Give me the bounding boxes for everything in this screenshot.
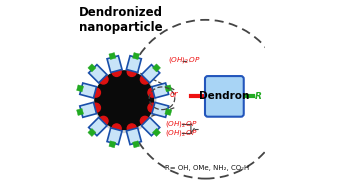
Circle shape — [91, 88, 101, 97]
Polygon shape — [165, 85, 172, 92]
Polygon shape — [77, 108, 84, 115]
Polygon shape — [80, 83, 97, 98]
Polygon shape — [88, 64, 96, 72]
Polygon shape — [142, 117, 160, 136]
Circle shape — [140, 75, 149, 84]
Circle shape — [127, 67, 136, 76]
Polygon shape — [107, 128, 122, 145]
Circle shape — [140, 116, 149, 125]
Circle shape — [127, 124, 136, 133]
Circle shape — [99, 75, 108, 84]
Text: $(OH)_2OP$: $(OH)_2OP$ — [165, 119, 197, 129]
Circle shape — [148, 103, 157, 112]
Polygon shape — [88, 129, 96, 136]
Polygon shape — [152, 64, 161, 72]
Circle shape — [95, 71, 153, 129]
Text: or: or — [169, 90, 178, 99]
Polygon shape — [165, 108, 172, 115]
Polygon shape — [89, 65, 107, 83]
Circle shape — [112, 67, 121, 76]
Text: $(OH)_2OP$: $(OH)_2OP$ — [168, 55, 200, 64]
Polygon shape — [109, 53, 116, 60]
Polygon shape — [133, 53, 139, 60]
Circle shape — [148, 88, 157, 97]
Polygon shape — [152, 102, 168, 117]
Polygon shape — [107, 56, 122, 72]
Polygon shape — [77, 85, 84, 92]
Polygon shape — [133, 141, 139, 148]
Circle shape — [94, 71, 156, 132]
Text: R: R — [255, 92, 262, 101]
Polygon shape — [127, 128, 142, 145]
Text: Dendronized
nanoparticle: Dendronized nanoparticle — [79, 6, 163, 34]
Circle shape — [112, 124, 121, 133]
Polygon shape — [89, 117, 107, 136]
Circle shape — [99, 116, 108, 125]
Polygon shape — [152, 129, 161, 136]
Text: Dendron: Dendron — [199, 91, 250, 101]
Polygon shape — [142, 65, 160, 83]
Polygon shape — [80, 102, 97, 117]
Polygon shape — [109, 141, 116, 148]
Text: $(OH)_2OP$: $(OH)_2OP$ — [165, 128, 197, 138]
Polygon shape — [152, 83, 168, 98]
Text: R= OH, OMe, NH₂, CO₂H: R= OH, OMe, NH₂, CO₂H — [165, 165, 250, 171]
FancyBboxPatch shape — [205, 76, 244, 117]
Circle shape — [91, 103, 101, 112]
Polygon shape — [127, 56, 142, 72]
